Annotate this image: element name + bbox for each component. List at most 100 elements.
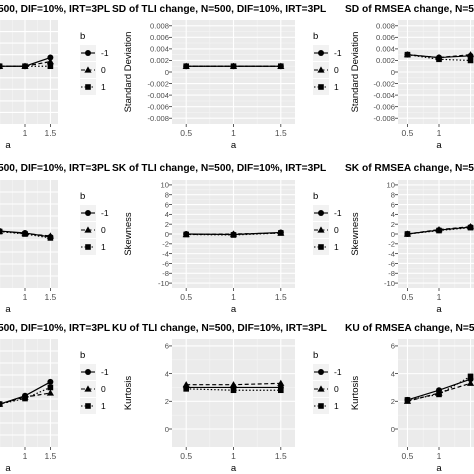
data-point-b1: [467, 224, 474, 231]
data-point-b0: [277, 379, 285, 386]
y-tick-label: -8: [388, 269, 395, 278]
legend: b -1 0 1: [80, 191, 109, 255]
y-tick-label: 0: [391, 68, 395, 77]
panel-tli-ku: KU of TLI change, N=500, DIF=10%, IRT=3P…: [112, 323, 342, 474]
x-tick-label: 1.5: [275, 292, 287, 302]
legend-title: b: [80, 350, 85, 361]
data-point-b1: [467, 373, 474, 380]
legend: b -1 0 1: [80, 31, 109, 95]
y-tick-label: 4: [165, 210, 169, 219]
data-point-b1: [230, 232, 237, 238]
plot-background: [398, 339, 474, 447]
data-point-b1: [404, 51, 411, 58]
data-point-b0: [229, 381, 238, 388]
legend-label: 1: [334, 401, 339, 411]
data-point-b-1: [47, 378, 54, 385]
y-tick-label: -0.002: [147, 79, 169, 88]
y-tick-label: 8: [391, 191, 395, 200]
legend-label: 1: [334, 82, 339, 92]
x-tick-label: 1: [231, 451, 236, 461]
legend-key-marker: [85, 210, 91, 216]
data-point-b1: [183, 63, 189, 70]
legend-key-marker: [317, 66, 325, 73]
y-tick-label: 0.004: [376, 45, 395, 54]
legend-key-marker: [85, 244, 91, 250]
y-axis-label: Kurtosis: [350, 376, 361, 411]
y-tick-label: -6: [388, 259, 395, 268]
chart-title: =500, DIF=10%, IRT=3PL: [0, 323, 110, 334]
legend-key-marker: [85, 369, 91, 375]
data-point-b1: [47, 384, 54, 391]
x-tick-label: 1: [23, 451, 28, 461]
data-point-b0: [46, 389, 54, 396]
y-tick-label: -0.004: [147, 91, 169, 100]
x-axis-label: a: [436, 304, 442, 315]
legend-label: 0: [101, 384, 106, 394]
legend-label: 0: [334, 384, 339, 394]
panel-rmsea-sk: SK of RMSEA change, N=500, DIF=10%, IRT=…: [345, 163, 474, 315]
legend-key-marker: [318, 210, 324, 216]
series-line-b0: [407, 54, 471, 59]
y-tick-label: 0.002: [150, 56, 169, 65]
panel-cfi-ku: =500, DIF=10%, IRT=3PL 1 1.5 a b -1 0 1: [0, 323, 110, 474]
legend-key-marker: [318, 369, 324, 375]
panel-tli-sd: SD of TLI change, N=500, DIF=10%, IRT=3P…: [112, 4, 342, 151]
legend-key-marker: [318, 244, 324, 250]
y-tick-label: 0.006: [376, 33, 395, 42]
legend: b -1 0 1: [80, 350, 109, 414]
x-tick-label: 0.5: [180, 451, 192, 461]
plot-background: [0, 20, 58, 124]
data-point-b1: [0, 63, 3, 70]
x-axis-label: a: [231, 140, 237, 151]
x-tick-label: 1: [23, 128, 28, 138]
y-tick-label: -2: [388, 240, 395, 249]
legend-label: -1: [101, 208, 109, 218]
panel-cfi-sd: =500, DIF=10%, IRT=3PL 1 1.5 a b -1 0 1: [0, 4, 110, 151]
y-tick-label: 6: [391, 200, 395, 209]
x-axis-label: a: [436, 140, 442, 151]
series-line-b0: [407, 226, 471, 235]
y-tick-label: 0: [165, 230, 169, 239]
y-tick-label: 8: [165, 191, 169, 200]
x-tick-label: 0.5: [180, 128, 192, 138]
x-tick-label: 1: [437, 292, 442, 302]
legend: b -1 0 1: [313, 31, 342, 95]
chart-title: SD of TLI change, N=500, DIF=10%, IRT=3P…: [112, 4, 326, 15]
y-tick-label: -0.006: [147, 102, 169, 111]
legend: b -1 0 1: [313, 191, 342, 255]
data-point-b1: [0, 401, 3, 407]
x-axis-label: a: [5, 304, 11, 315]
legend-label: -1: [101, 367, 109, 377]
legend-key-marker: [84, 66, 92, 73]
data-point-b1: [278, 230, 284, 236]
x-tick-label: 1.5: [275, 128, 287, 138]
x-tick-label: 1: [231, 292, 236, 302]
panel-cfi-sk: =500, DIF=10%, IRT=3PL 1 1.5 a b -1 0 1: [0, 163, 110, 315]
data-point-b1: [436, 56, 442, 63]
data-point-b1: [230, 387, 237, 394]
y-tick-label: 6: [165, 200, 169, 209]
data-point-b1: [230, 63, 237, 70]
panel-rmsea-sd: SD of RMSEA change, N=500, DIF=10%, IRT=…: [345, 4, 474, 151]
legend-key-marker: [84, 385, 92, 392]
data-point-b1: [404, 397, 411, 403]
y-tick-label: 0.008: [376, 22, 395, 31]
y-tick-label: -6: [162, 259, 169, 268]
data-point-b0: [466, 379, 474, 386]
data-point-b1: [183, 231, 189, 238]
y-tick-label: 6: [165, 342, 169, 351]
legend-label: -1: [334, 48, 342, 58]
chart-title: KU of TLI change, N=500, DIF=10%, IRT=3P…: [112, 323, 327, 334]
legend-title: b: [313, 191, 318, 202]
y-axis-label: Standard Deviation: [123, 32, 134, 113]
chart-title: SD of RMSEA change, N=500, DIF=10%, IRT=…: [345, 4, 474, 15]
y-tick-label: -0.008: [373, 114, 395, 123]
legend-label: 0: [101, 65, 106, 75]
data-point-b1: [467, 57, 474, 64]
y-tick-label: 0: [165, 68, 169, 77]
x-tick-label: 1.5: [44, 292, 56, 302]
legend-label: -1: [101, 48, 109, 58]
y-axis-label: Standard Deviation: [350, 32, 361, 113]
y-axis-label: Skewness: [350, 212, 361, 256]
